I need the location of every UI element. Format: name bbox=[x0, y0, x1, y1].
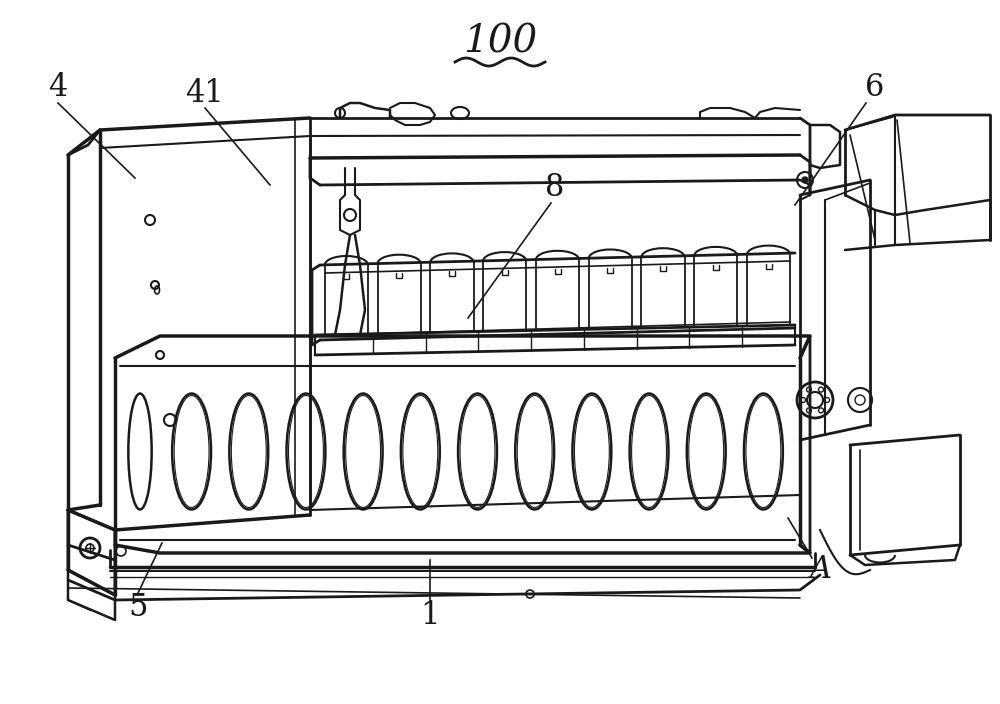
Text: A: A bbox=[809, 555, 831, 586]
Text: 4: 4 bbox=[48, 73, 68, 103]
Text: 100: 100 bbox=[463, 23, 537, 61]
Text: 41: 41 bbox=[186, 77, 224, 108]
Text: 1: 1 bbox=[420, 600, 440, 631]
Text: 8: 8 bbox=[545, 172, 565, 203]
Text: 5: 5 bbox=[128, 593, 148, 624]
Text: 6: 6 bbox=[865, 73, 885, 103]
Circle shape bbox=[802, 177, 808, 183]
